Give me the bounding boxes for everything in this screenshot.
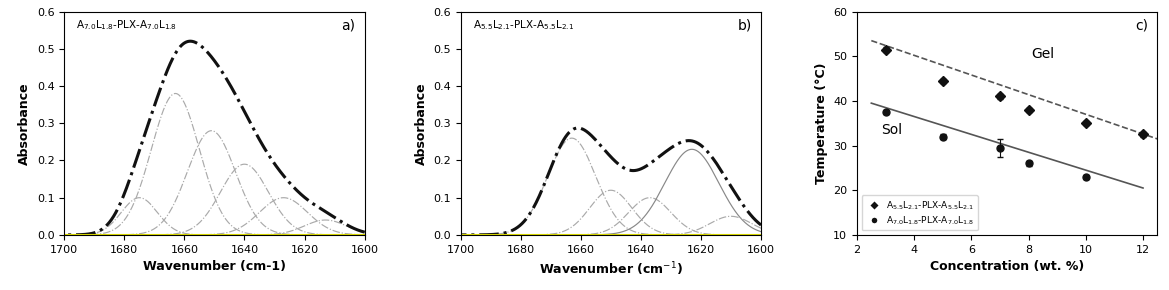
X-axis label: Wavenumber (cm-1): Wavenumber (cm-1) <box>143 260 286 273</box>
Y-axis label: Absorbance: Absorbance <box>415 82 428 164</box>
Y-axis label: Temperature (°C): Temperature (°C) <box>815 63 828 184</box>
Text: $\mathregular{A_{5.5}L_{2.1}}$-PLX-$\mathregular{A_{5.5}L_{2.1}}$: $\mathregular{A_{5.5}L_{2.1}}$-PLX-$\mat… <box>472 18 574 32</box>
Text: b): b) <box>738 18 752 32</box>
Text: c): c) <box>1135 18 1148 32</box>
Legend: $\mathregular{A_{5.5}L_{2.1}}$-PLX-$\mathregular{A_{5.5}L_{2.1}}$, $\mathregular: $\mathregular{A_{5.5}L_{2.1}}$-PLX-$\mat… <box>862 195 977 230</box>
Text: a): a) <box>341 18 355 32</box>
Y-axis label: Absorbance: Absorbance <box>19 82 32 164</box>
Text: $\mathregular{A_{7.0}L_{1.8}}$-PLX-$\mathregular{A_{7.0}L_{1.8}}$: $\mathregular{A_{7.0}L_{1.8}}$-PLX-$\mat… <box>76 18 178 32</box>
Text: Sol: Sol <box>881 123 902 137</box>
X-axis label: Wavenumber (cm$^{-1}$): Wavenumber (cm$^{-1}$) <box>539 260 683 278</box>
X-axis label: Concentration (wt. %): Concentration (wt. %) <box>931 260 1085 273</box>
Text: Gel: Gel <box>1031 47 1054 61</box>
